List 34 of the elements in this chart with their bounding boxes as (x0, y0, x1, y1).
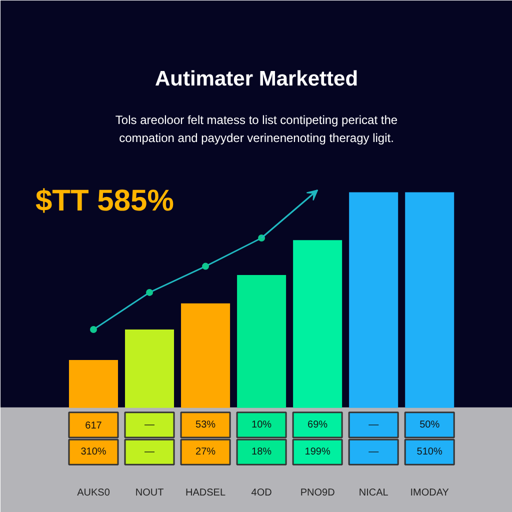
x-tick-label: IMODAY (410, 487, 450, 498)
bar (405, 192, 454, 408)
x-tick-label: NOUT (135, 487, 164, 498)
text: 510% (416, 446, 442, 458)
x-tick-label: NICAL (358, 487, 389, 498)
text: — (144, 446, 155, 458)
text: 69% (308, 419, 328, 430)
text: — (368, 419, 379, 430)
bar (237, 275, 286, 408)
chart-subtitle: Tols areoloor felt matess to list contipeting pericat the compation and payyder verinenenoting theragy ligit. (115, 112, 398, 146)
point (202, 262, 210, 270)
bar (349, 192, 398, 408)
text: — (144, 419, 155, 430)
text: 10% (252, 419, 272, 430)
text: 53% (196, 419, 216, 430)
bar (181, 303, 230, 408)
x-tick-label: PNO9D (300, 487, 335, 498)
text: 18% (252, 446, 272, 458)
text: 310% (80, 446, 106, 458)
bar (68, 360, 118, 408)
text: 27% (196, 446, 216, 458)
annotation: $TT 585% (35, 184, 174, 218)
x-tick-label: 4OD (251, 487, 272, 498)
bar (293, 240, 342, 408)
x-tick-label: AUKS0 (77, 487, 110, 498)
text: 617 (85, 420, 102, 432)
point (90, 326, 97, 333)
x-tick-label: HADSEL (186, 487, 226, 498)
point (146, 288, 154, 296)
bar (125, 329, 174, 408)
text: — (368, 446, 379, 458)
text: 199% (304, 446, 330, 458)
chart-title: Autimater Marketted (154, 67, 358, 90)
text: 50% (420, 419, 440, 430)
